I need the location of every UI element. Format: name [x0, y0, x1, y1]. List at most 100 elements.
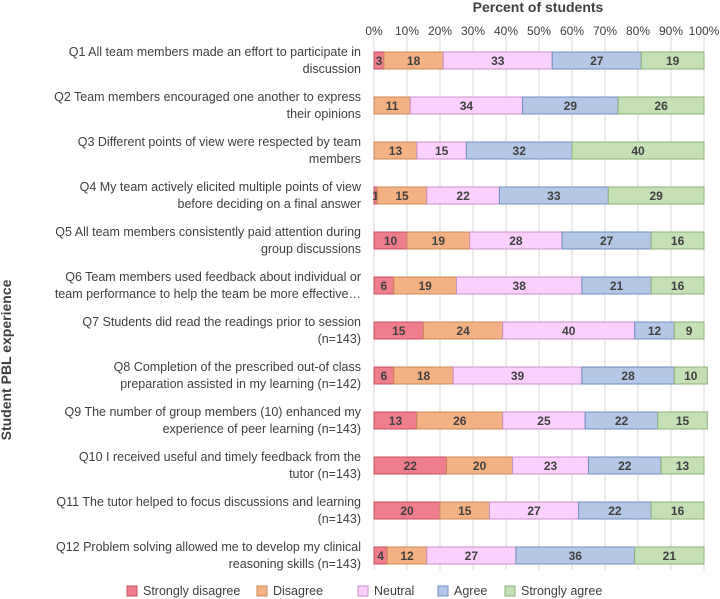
data-label: 15	[392, 324, 406, 338]
x-tick-label: 80%	[626, 24, 650, 38]
data-label: 21	[610, 279, 624, 293]
data-label: 19	[418, 279, 432, 293]
data-label: 11	[386, 99, 399, 113]
legend-swatch	[126, 585, 138, 597]
data-label: 13	[389, 414, 403, 428]
legend-swatch	[256, 585, 268, 597]
data-label: 9	[686, 324, 693, 338]
legend-swatch	[437, 585, 449, 597]
x-tick-label: 70%	[593, 24, 617, 38]
data-label: 33	[491, 54, 505, 68]
bar-segment	[640, 51, 705, 70]
data-label: 20	[473, 459, 487, 473]
x-tick-label: 50%	[527, 24, 551, 38]
legend-label: Neutral	[374, 584, 414, 598]
category-label: Q2 Team members encouraged one another t…	[54, 90, 361, 121]
data-label: 25	[537, 414, 551, 428]
data-label: 19	[666, 54, 680, 68]
data-label: 33	[547, 189, 561, 203]
bars: 3 18 33 27 19 11 34 29 26 13 15 32 40 1 15 22 33 29 10 19 28…	[372, 51, 708, 565]
category-label: Q8 Completion of the prescribed out-of c…	[114, 360, 361, 391]
data-label: 24	[456, 324, 470, 338]
bar-segment	[650, 501, 705, 520]
data-label: 16	[671, 279, 685, 293]
x-tick-label: 30%	[461, 24, 485, 38]
data-label: 34	[460, 99, 474, 113]
data-label: 19	[432, 234, 446, 248]
data-label: 28	[509, 234, 523, 248]
data-label: 32	[513, 144, 527, 158]
category-label: Q3 Different points of view were respect…	[78, 135, 361, 166]
data-label: 20	[400, 504, 414, 518]
data-label: 12	[400, 549, 414, 563]
legend-swatch	[504, 585, 516, 597]
gridlines	[373, 30, 705, 570]
data-label: 6	[381, 279, 388, 293]
category-labels: Q1 All team members made an effort to pa…	[54, 45, 362, 571]
bar-segment	[634, 546, 705, 565]
x-tick-label: 0%	[365, 24, 383, 38]
x-tick-label: 10%	[395, 24, 419, 38]
data-label: 15	[458, 504, 472, 518]
data-label: 18	[417, 369, 431, 383]
data-label: 22	[456, 189, 470, 203]
data-label: 27	[590, 54, 604, 68]
legend-label: Agree	[454, 584, 487, 598]
data-label: 15	[395, 189, 409, 203]
category-label: Q5 All team members consistently paid at…	[55, 225, 361, 256]
data-label: 39	[511, 369, 525, 383]
data-label: 26	[453, 414, 467, 428]
legend-label: Disagree	[273, 584, 323, 598]
category-label: Q12 Problem solving allowed me to develo…	[56, 540, 361, 571]
x-tick-label: 60%	[560, 24, 584, 38]
category-label: Q6 Team members used feedback about indi…	[55, 270, 361, 301]
data-label: 1	[372, 189, 379, 203]
x-tick-label: 100%	[689, 24, 720, 38]
bar-segment	[660, 456, 705, 475]
legend-swatch	[357, 585, 369, 597]
bar-segment	[607, 186, 705, 205]
data-label: 38	[513, 279, 527, 293]
data-label: 22	[404, 459, 418, 473]
category-label: Q4 My team actively elicited multiple po…	[80, 180, 362, 211]
data-label: 16	[671, 504, 685, 518]
data-label: 15	[676, 414, 690, 428]
data-label: 27	[600, 234, 614, 248]
data-label: 26	[654, 99, 668, 113]
bar-segment	[650, 231, 705, 250]
data-label: 40	[631, 144, 645, 158]
data-label: 28	[621, 369, 635, 383]
bar-segment	[571, 141, 705, 160]
bar-segment	[617, 96, 705, 115]
data-label: 18	[407, 54, 421, 68]
data-label: 27	[527, 504, 541, 518]
data-label: 13	[676, 459, 690, 473]
data-label: 3	[376, 54, 383, 68]
data-label: 22	[618, 459, 632, 473]
legend-label: Strongly disagree	[143, 584, 240, 598]
y-axis-title: Student PBL experience	[0, 279, 14, 440]
legend: Strongly disagree Disagree Neutral Agree Str…	[126, 584, 602, 598]
x-tick-label: 40%	[494, 24, 518, 38]
data-label: 22	[615, 414, 629, 428]
category-label: Q10 I received useful and timely feedbac…	[79, 450, 361, 481]
bar-segment	[650, 276, 705, 295]
data-label: 16	[671, 234, 685, 248]
data-label: 13	[389, 144, 403, 158]
x-tick-label: 90%	[659, 24, 683, 38]
category-label: Q11 The tutor helped to focus discussion…	[56, 495, 361, 526]
legend-label: Strongly agree	[521, 584, 602, 598]
data-label: 15	[435, 144, 449, 158]
category-label: Q7 Students did read the readings prior …	[82, 315, 361, 346]
x-tick-label: 20%	[428, 24, 452, 38]
data-label: 29	[649, 189, 663, 203]
category-label: Q9 The number of group members (10) enha…	[65, 405, 362, 436]
data-label: 6	[381, 369, 388, 383]
bar-segment	[673, 366, 708, 385]
data-label: 22	[608, 504, 622, 518]
data-label: 23	[544, 459, 558, 473]
data-label: 29	[564, 99, 578, 113]
x-axis-title: Percent of students	[473, 0, 604, 15]
data-label: 4	[377, 549, 384, 563]
